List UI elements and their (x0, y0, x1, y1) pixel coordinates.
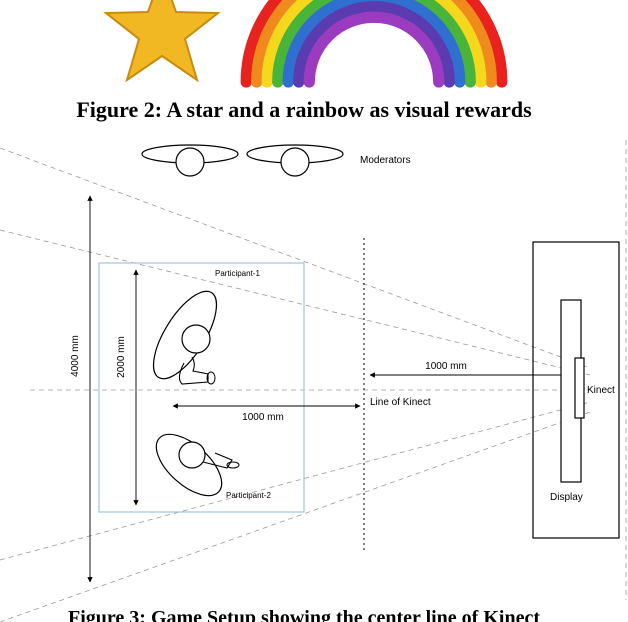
line-of-kinect-label: Line of Kinect (370, 397, 431, 408)
distance-to-line-label: 1000 mm (242, 412, 284, 423)
kinect-sensor (574, 357, 585, 419)
display-label: Display (550, 492, 583, 503)
participant-2: Participant-2 (155, 433, 271, 500)
participant-1-label: Participant-1 (215, 269, 260, 278)
line-of-kinect: Line of Kinect (363, 238, 431, 550)
moderator-figure-1 (141, 144, 239, 177)
play-area-label: 2000 mm (116, 336, 127, 378)
participant-1: Participant-1 (152, 269, 260, 385)
room-depth-dimension: 4000 mm (70, 195, 93, 583)
rainbow-band (293, 1, 455, 88)
rainbow-band (251, 0, 497, 88)
figure-3: Moderators 4000 mm 2000 mm Participant-1 (0, 140, 627, 622)
moderator-figure-2 (246, 144, 344, 177)
rainbow-icon (240, 0, 508, 88)
participant-2-label: Participant-2 (226, 491, 271, 500)
display-unit: Kinect Display (532, 241, 620, 539)
moderators: Moderators (141, 144, 411, 177)
rainbow-band (272, 0, 476, 88)
star-icon (103, 0, 221, 83)
rainbow-band (240, 0, 508, 88)
moderators-label: Moderators (360, 155, 411, 166)
figure-3-caption: Figure 3: Game Setup showing the center … (68, 607, 540, 622)
display-stand-outline (532, 241, 620, 539)
distance-to-kinect-label: 1000 mm (425, 361, 467, 372)
kinect-view-lines (0, 140, 627, 622)
distance-to-kinect-dimension: 1000 mm (369, 361, 573, 378)
play-area-boundary (98, 262, 305, 513)
play-area-dimension: 2000 mm (116, 269, 139, 506)
figure-2: Figure 2: A star and a rainbow as visual… (76, 0, 532, 122)
figure-2-caption: Figure 2: A star and a rainbow as visual… (76, 97, 532, 122)
distance-to-line-dimension: 1000 mm (172, 403, 361, 423)
room-depth-label: 4000 mm (70, 335, 81, 377)
rainbow-band (282, 0, 466, 88)
kinect-label: Kinect (587, 385, 615, 396)
rainbow-band (303, 11, 445, 88)
rainbow-band (261, 0, 487, 88)
